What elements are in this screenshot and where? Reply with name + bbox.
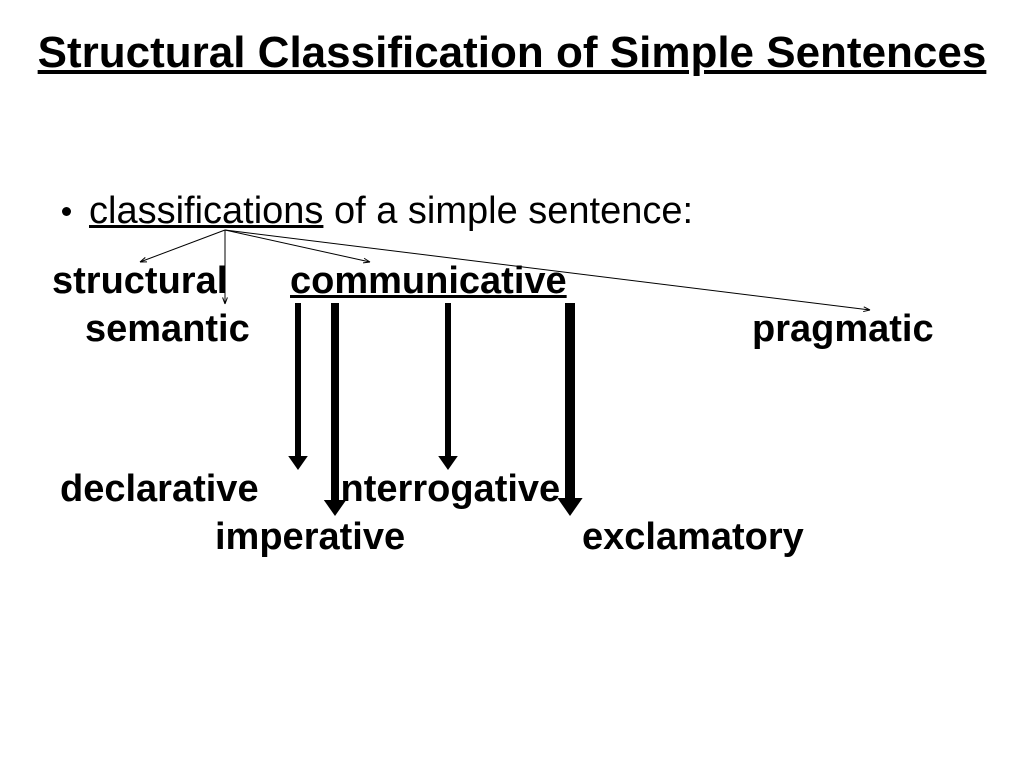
slide-title: Structural Classification of Simple Sent… (0, 28, 1024, 79)
label-structural: structural (52, 260, 227, 303)
slide: Structural Classification of Simple Sent… (0, 0, 1024, 768)
label-interrogative: interrogative (330, 468, 560, 511)
bullet-dot-icon (62, 207, 71, 216)
bullet-rest: of a simple sentence: (323, 190, 693, 232)
label-semantic: semantic (85, 308, 250, 351)
label-declarative: declarative (60, 468, 259, 511)
bullet-item: classifications of a simple sentence: (62, 190, 693, 233)
label-imperative: imperative (215, 516, 405, 559)
bullet-underlined: classifications (89, 190, 323, 232)
arrows-overlay (0, 0, 1024, 768)
label-communicative: communicative (290, 260, 567, 303)
label-exclamatory: exclamatory (582, 516, 804, 559)
bullet-text: classifications of a simple sentence: (89, 190, 693, 233)
label-pragmatic: pragmatic (752, 308, 934, 351)
